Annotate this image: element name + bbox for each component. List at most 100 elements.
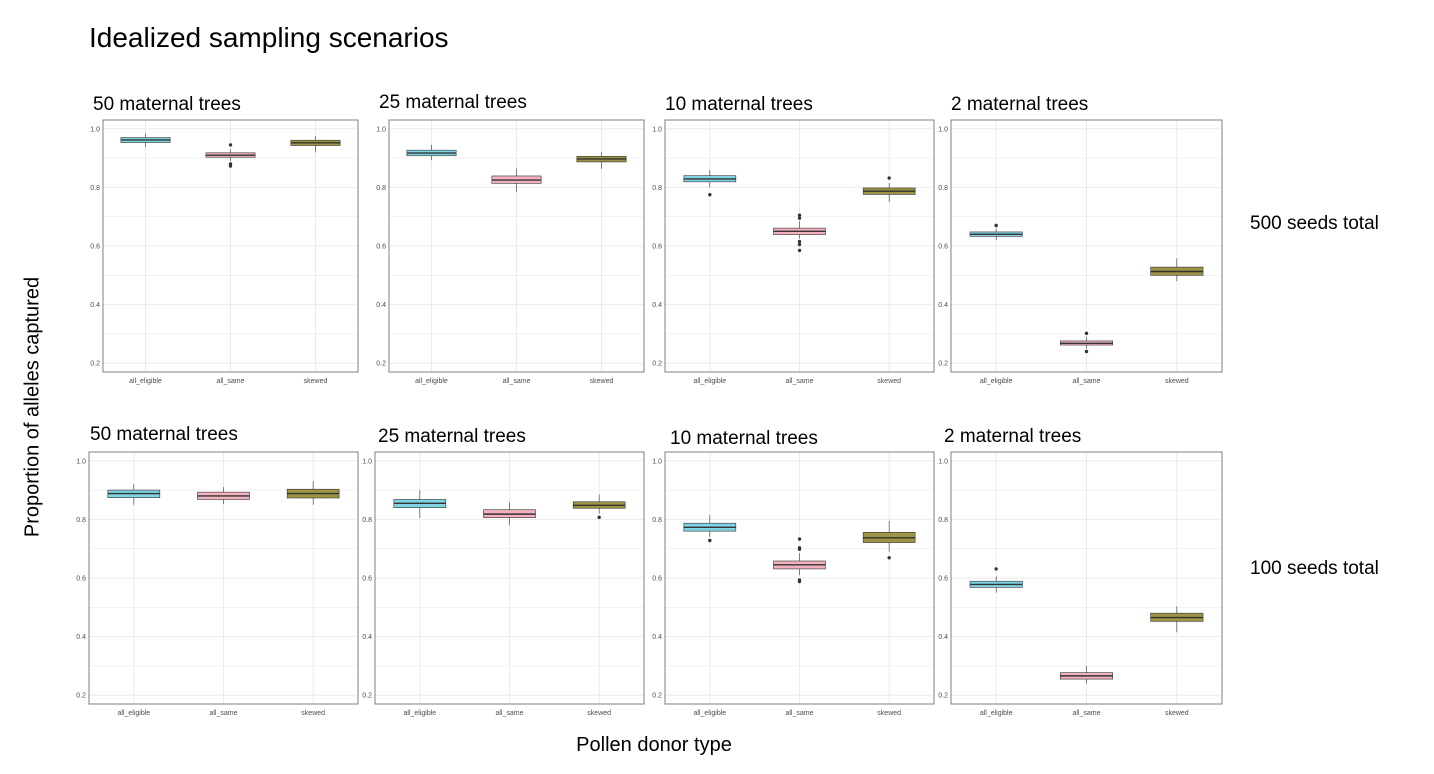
outlier-point bbox=[597, 515, 601, 520]
y-tick-label: 0.2 bbox=[938, 693, 948, 700]
boxplot-panel-500-2: 0.2 0.4 0.6 0.8 1.0 all_eligible all_same skewe… bbox=[938, 119, 1223, 385]
y-axis-title: Proportion of alleles captured bbox=[21, 276, 44, 538]
outlier-point bbox=[994, 223, 998, 228]
row-label-100-seeds: 100 seeds total bbox=[1250, 558, 1379, 579]
outlier-point bbox=[797, 242, 802, 247]
x-tick-label: all_eligible bbox=[117, 710, 150, 717]
y-tick-label: 0.2 bbox=[938, 361, 948, 368]
y-tick-label: 0.6 bbox=[652, 576, 662, 583]
x-tick-label: skewed bbox=[304, 378, 328, 385]
y-tick-label: 1.0 bbox=[90, 126, 100, 133]
y-tick-label: 0.2 bbox=[362, 693, 372, 700]
x-tick-label: all_eligible bbox=[403, 710, 436, 717]
panel-border bbox=[950, 451, 1223, 705]
y-tick-label: 0.4 bbox=[652, 302, 662, 309]
y-tick-label: 0.8 bbox=[652, 185, 662, 192]
y-tick-label: 1.0 bbox=[362, 458, 372, 465]
y-tick-label: 0.4 bbox=[362, 634, 372, 641]
y-tick-label: 0.6 bbox=[376, 244, 386, 251]
x-tick-label: skewed bbox=[587, 710, 611, 717]
panel-title-r1-c1: 50 maternal trees bbox=[93, 94, 241, 115]
x-tick-label: all_same bbox=[1072, 378, 1100, 385]
x-tick-label: all_same bbox=[495, 710, 523, 717]
x-tick-label: all_eligible bbox=[980, 378, 1013, 385]
y-tick-label: 0.6 bbox=[652, 244, 662, 251]
outlier-point bbox=[228, 143, 233, 147]
panel-title-r2-c2: 25 maternal trees bbox=[378, 426, 526, 447]
panel-title-r2-c3: 10 maternal trees bbox=[670, 428, 818, 449]
outlier-point bbox=[1084, 331, 1089, 336]
x-tick-label: all_same bbox=[1072, 710, 1100, 717]
y-tick-label: 0.4 bbox=[90, 302, 100, 309]
x-tick-label: skewed bbox=[590, 378, 614, 385]
y-tick-label: 0.2 bbox=[90, 361, 100, 368]
x-tick-label: all_eligible bbox=[693, 710, 726, 717]
y-tick-label: 0.6 bbox=[938, 576, 948, 583]
x-tick-label: all_same bbox=[502, 378, 530, 385]
outlier-point bbox=[797, 248, 802, 253]
boxplot-panel-500-25: 0.2 0.4 0.6 0.8 1.0 all_eligible all_same skewe… bbox=[376, 119, 645, 385]
x-tick-label: all_eligible bbox=[980, 710, 1013, 717]
y-tick-label: 0.2 bbox=[652, 361, 662, 368]
x-tick-label: all_same bbox=[785, 378, 813, 385]
panel-border bbox=[664, 119, 935, 373]
outlier-point bbox=[887, 176, 891, 180]
x-tick-label: skewed bbox=[301, 710, 325, 717]
y-tick-label: 1.0 bbox=[76, 458, 86, 465]
outlier-point bbox=[228, 164, 233, 168]
y-tick-label: 0.8 bbox=[652, 517, 662, 524]
panel-title-r1-c2: 25 maternal trees bbox=[379, 92, 527, 113]
y-tick-label: 0.2 bbox=[76, 693, 86, 700]
y-tick-label: 0.2 bbox=[652, 693, 662, 700]
x-tick-label: all_eligible bbox=[693, 378, 726, 385]
x-tick-label: all_same bbox=[216, 378, 244, 385]
y-tick-label: 0.4 bbox=[938, 302, 948, 309]
outlier-point bbox=[797, 213, 802, 217]
panel-border bbox=[388, 119, 645, 373]
x-tick-label: skewed bbox=[877, 378, 901, 385]
x-tick-label: skewed bbox=[1165, 378, 1189, 385]
panel-border bbox=[374, 451, 645, 705]
y-tick-label: 1.0 bbox=[376, 126, 386, 133]
panel-border bbox=[88, 451, 359, 705]
boxplot-panel-500-50: 0.2 0.4 0.6 0.8 1.0 all_eligible all_same skewe… bbox=[90, 119, 359, 385]
y-tick-label: 1.0 bbox=[652, 458, 662, 465]
y-tick-label: 0.4 bbox=[652, 634, 662, 641]
y-tick-label: 1.0 bbox=[652, 126, 662, 133]
y-tick-label: 0.8 bbox=[938, 517, 948, 524]
y-tick-label: 0.6 bbox=[76, 576, 86, 583]
panel-border bbox=[102, 119, 359, 373]
y-tick-label: 0.4 bbox=[76, 634, 86, 641]
outlier-point bbox=[994, 567, 998, 571]
y-tick-label: 0.4 bbox=[938, 634, 948, 641]
outlier-point bbox=[708, 538, 712, 543]
x-tick-label: skewed bbox=[1165, 710, 1189, 717]
outlier-point bbox=[797, 547, 802, 551]
outlier-point bbox=[1084, 349, 1089, 354]
boxplot-panel-500-10: 0.2 0.4 0.6 0.8 1.0 all_eligible all_same skewe… bbox=[652, 119, 935, 385]
y-tick-label: 0.6 bbox=[938, 244, 948, 251]
panel-border bbox=[950, 119, 1223, 373]
chart-title: Idealized sampling scenarios bbox=[89, 22, 449, 53]
boxplot-panel-100-2: 0.2 0.4 0.6 0.8 1.0 all_eligible all_same skewe… bbox=[938, 451, 1223, 717]
y-tick-label: 0.4 bbox=[376, 302, 386, 309]
boxplot-panel-100-25: 0.2 0.4 0.6 0.8 1.0 all_eligible all_same skewe… bbox=[362, 451, 645, 717]
outlier-point bbox=[887, 556, 891, 560]
row-label-500-seeds: 500 seeds total bbox=[1250, 213, 1379, 234]
boxplot-panel-100-50: 0.2 0.4 0.6 0.8 1.0 all_eligible all_same skewe… bbox=[76, 451, 359, 717]
outlier-point bbox=[797, 239, 802, 244]
panel-border bbox=[664, 451, 935, 705]
x-tick-label: all_eligible bbox=[129, 378, 162, 385]
panel-title-r1-c4: 2 maternal trees bbox=[951, 94, 1089, 115]
y-tick-label: 0.8 bbox=[90, 185, 100, 192]
y-tick-label: 0.8 bbox=[362, 517, 372, 524]
x-axis-title: Pollen donor type bbox=[576, 734, 732, 756]
outlier-point bbox=[797, 216, 802, 220]
panel-title-r2-c4: 2 maternal trees bbox=[944, 426, 1082, 447]
panel-title-r1-c3: 10 maternal trees bbox=[665, 94, 813, 115]
outlier-point bbox=[708, 193, 712, 197]
outlier-point bbox=[797, 537, 802, 541]
x-tick-label: all_same bbox=[785, 710, 813, 717]
y-tick-label: 0.6 bbox=[362, 576, 372, 583]
y-tick-label: 0.6 bbox=[90, 244, 100, 251]
